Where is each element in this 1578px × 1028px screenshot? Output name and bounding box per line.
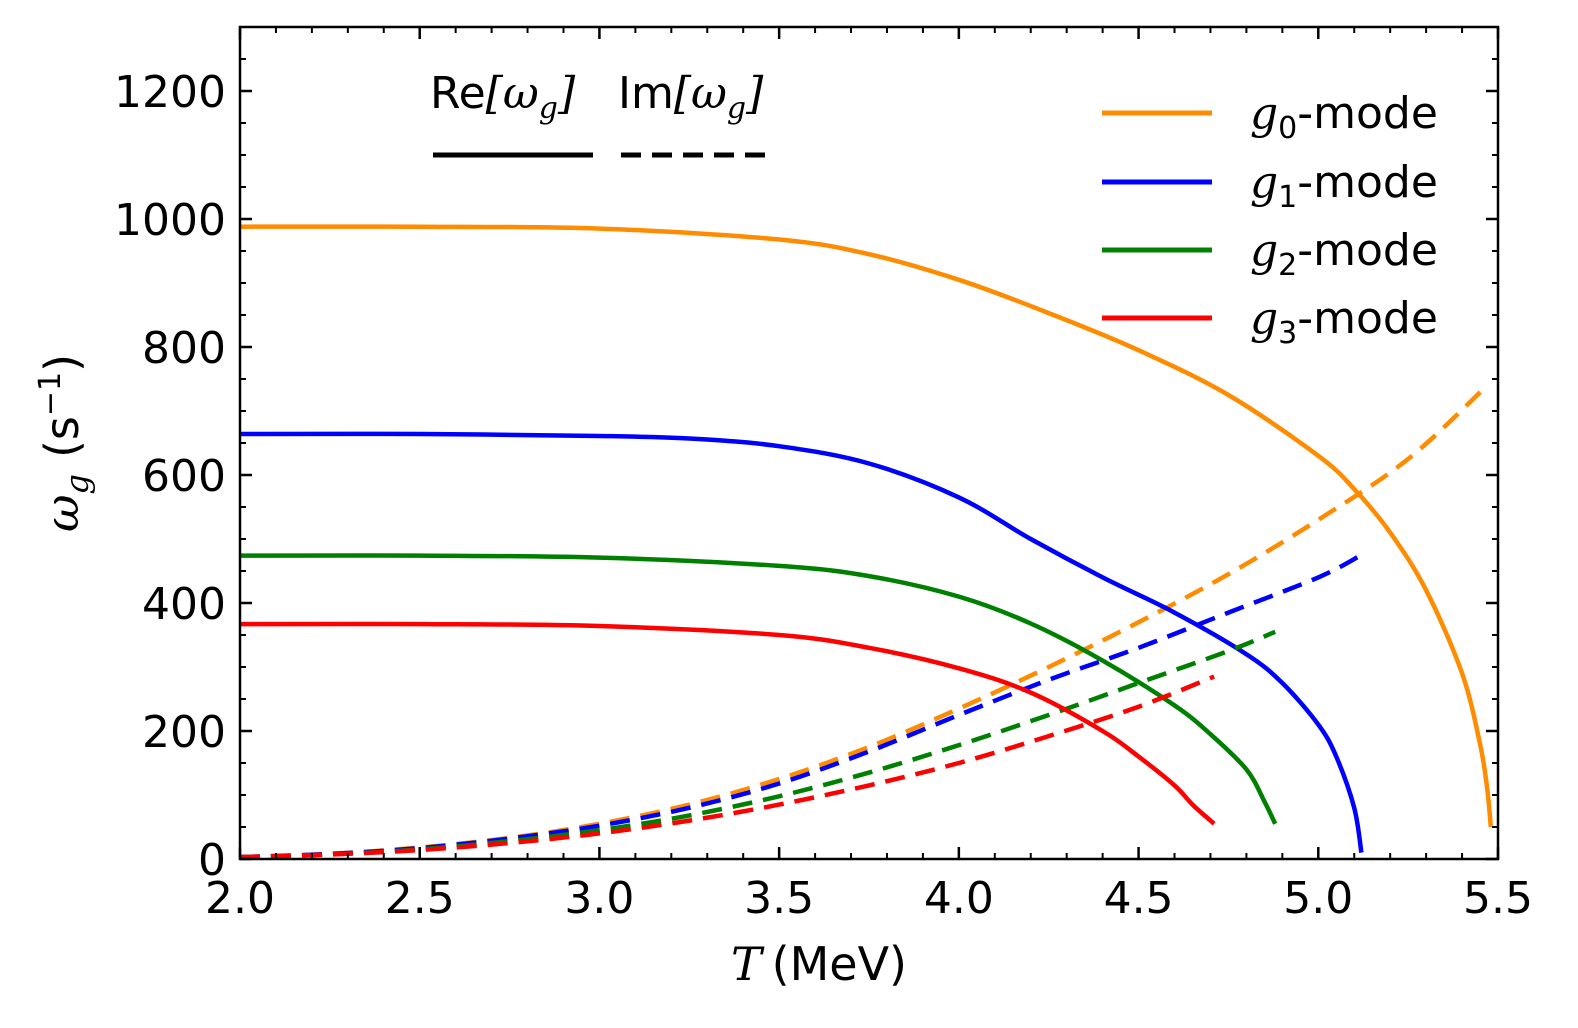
legend-label-g3: g3-mode: [1250, 293, 1438, 351]
y-tick-label: 800: [142, 323, 226, 374]
x-tick-label: 5.5: [1463, 873, 1533, 924]
legend-label-g2: g2-mode: [1250, 225, 1438, 283]
style-header: Re[ωg] Im[ωg]: [430, 68, 776, 158]
series-g3-imag-line: [239, 674, 1215, 860]
legend-item-g0: g0-mode: [1102, 88, 1438, 146]
x-tick-label: 3.0: [564, 873, 634, 924]
series-g0-imag-line: [239, 383, 1489, 860]
series-g0-real-line: [239, 224, 1494, 828]
labels-layer: 2.0 2.5 3.0 3.5 4.0 4.5 5.0 5.5 0 200 400 600 800 100…: [114, 67, 1533, 924]
legend-label-g0: g0-mode: [1250, 88, 1438, 146]
y-tick-label: 600: [142, 451, 226, 502]
x-tick-label: 2.0: [205, 873, 275, 924]
x-tick-label: 3.5: [744, 873, 814, 924]
imag-part-label: Im[ωg]: [618, 68, 764, 126]
series-g1-imag-line: [239, 552, 1363, 860]
x-tick-label: 4.5: [1104, 873, 1174, 924]
series-layer: [239, 224, 1494, 860]
x-tick-label: 2.5: [385, 873, 455, 924]
legend: g0-mode g1-mode g2-mode g3-mode: [1102, 88, 1438, 351]
y-tick-label: 1200: [114, 67, 226, 118]
x-tick-label: 4.0: [924, 873, 994, 924]
legend-label-g1: g1-mode: [1250, 157, 1438, 215]
x-tick-label: 5.0: [1283, 873, 1353, 924]
series-g2-real-line: [239, 553, 1278, 825]
legend-item-g3: g3-mode: [1102, 293, 1438, 351]
legend-item-g2: g2-mode: [1102, 225, 1438, 283]
legend-item-g1: g1-mode: [1102, 157, 1438, 215]
real-part-label: Re[ωg]: [430, 68, 576, 126]
y-axis-label: ωg(s−1): [33, 354, 96, 532]
y-tick-label: 400: [142, 579, 226, 630]
series-g2-imag-line: [239, 629, 1277, 860]
x-axis-label: T (MeV): [731, 937, 907, 991]
series-g3-real-line: [239, 621, 1216, 826]
y-tick-label: 200: [142, 707, 226, 758]
y-tick-label: 0: [198, 835, 226, 886]
y-tick-label: 1000: [114, 195, 226, 246]
series-g1-real-line: [239, 431, 1364, 853]
plot-frame: [238, 25, 1500, 861]
